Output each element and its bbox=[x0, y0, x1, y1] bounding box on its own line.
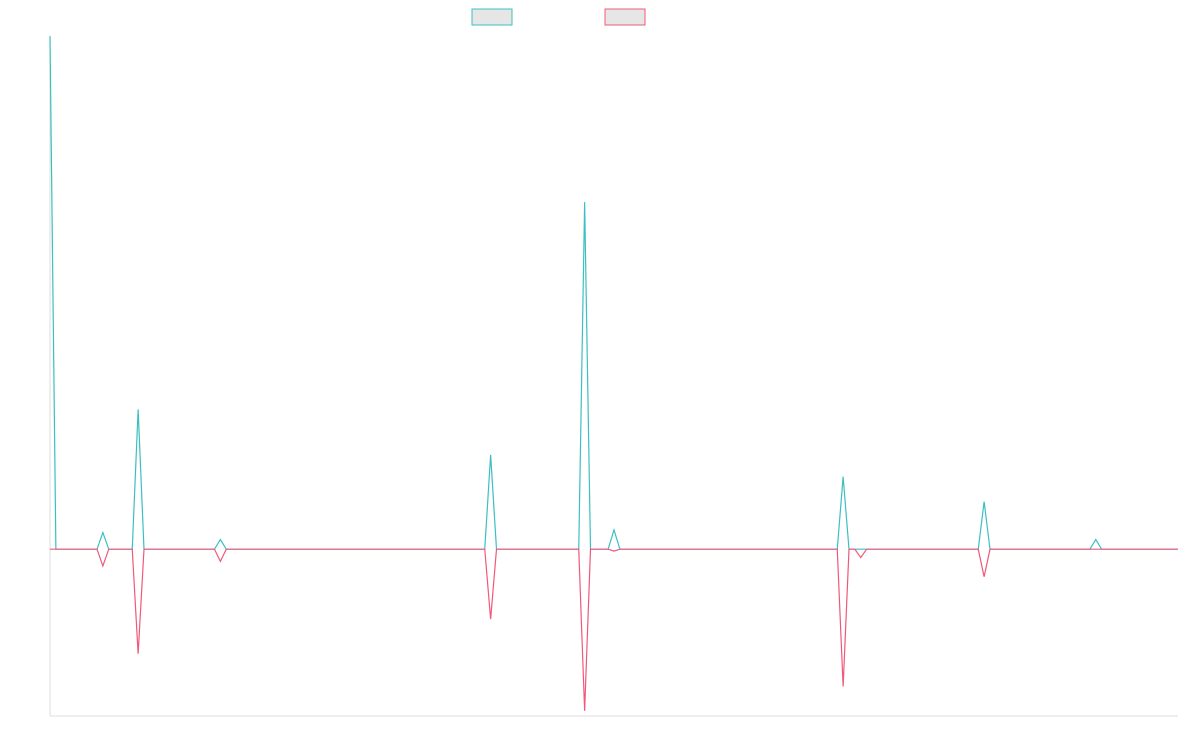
legend-swatch-1[interactable] bbox=[471, 8, 513, 26]
legend-swatch-2[interactable] bbox=[604, 8, 646, 26]
series-layer bbox=[49, 35, 1178, 711]
series-line-2 bbox=[50, 548, 1178, 711]
legend bbox=[471, 8, 646, 26]
series-line-1 bbox=[49, 35, 1178, 550]
